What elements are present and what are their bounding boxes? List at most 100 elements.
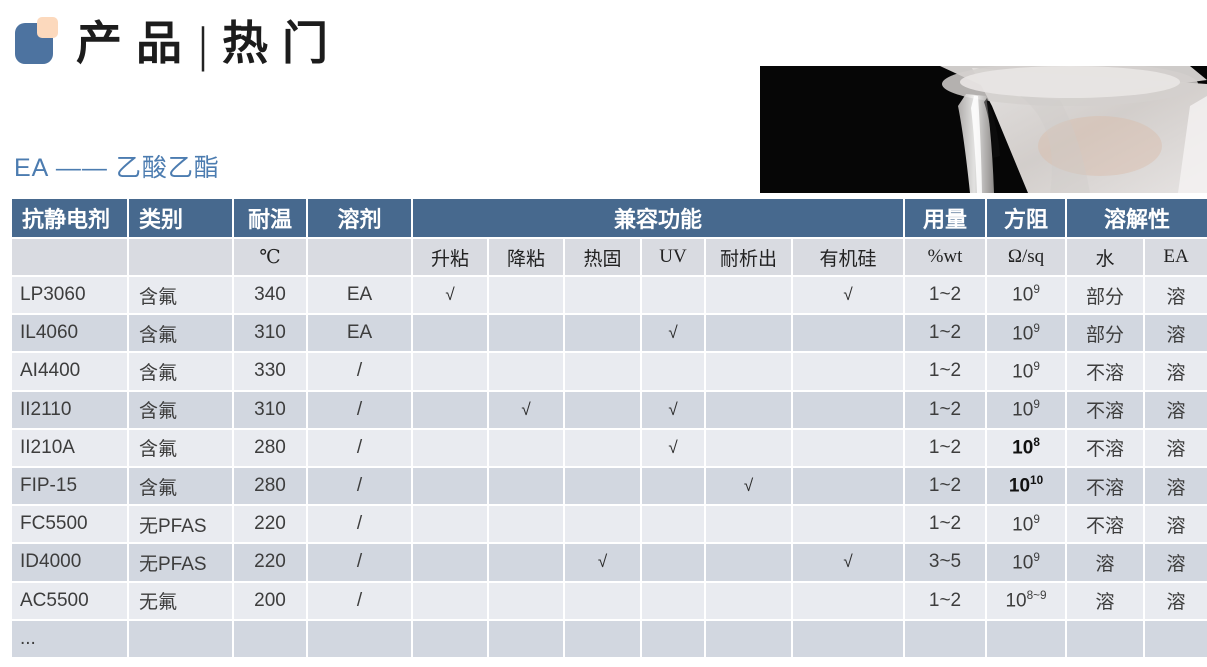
empty-cell — [563, 618, 642, 659]
water-solubility-cell: 部分 — [1065, 274, 1146, 316]
resistance-exponent: 10 — [1030, 474, 1044, 488]
resistance-cell: 1010 — [985, 465, 1068, 507]
compat-cell — [640, 351, 706, 392]
agent-cell: II210A — [10, 427, 129, 468]
compat-cell: √ — [487, 389, 565, 430]
compat-cell — [487, 274, 565, 316]
header-sheet-resistance: 方阻 — [985, 197, 1068, 239]
agent-cell: II2110 — [10, 389, 129, 430]
water-solubility-cell: 溶 — [1065, 542, 1146, 583]
header-antistatic-agent: 抗静电剂 — [10, 197, 129, 239]
ea-solubility-cell: 溶 — [1143, 427, 1207, 468]
category-cell: 无PFAS — [127, 542, 234, 583]
solvent-cell: EA — [306, 313, 413, 354]
subheader-compat-viscosity-up: 升粘 — [411, 237, 489, 277]
category-cell: 含氟 — [127, 389, 234, 430]
header-compatibility-group: 兼容功能 — [410, 197, 906, 239]
resistance-base: 10 — [1005, 590, 1027, 612]
dosage-cell: 1~2 — [903, 580, 988, 621]
empty-cell — [790, 618, 906, 659]
compat-cell — [640, 465, 706, 507]
dosage-cell: 3~5 — [903, 542, 988, 583]
compat-cell — [411, 504, 489, 545]
compat-cell — [563, 274, 642, 316]
resistance-base: 10 — [1012, 361, 1034, 383]
resistance-base: 10 — [1012, 284, 1034, 306]
table-row: AI4400 含氟 330/1~2 109 不溶溶 — [10, 351, 1207, 392]
subheader-empty — [306, 237, 413, 277]
subheader-compat-thermoset: 热固 — [563, 237, 642, 277]
empty-cell — [487, 618, 565, 659]
water-solubility-cell: 不溶 — [1065, 465, 1146, 507]
compat-cell — [411, 580, 489, 621]
compat-cell — [487, 504, 565, 545]
category-cell: 无氟 — [127, 580, 234, 621]
resistance-cell: 109 — [985, 274, 1068, 316]
solvent-cell: / — [306, 427, 413, 468]
compat-cell: √ — [704, 465, 793, 507]
compat-cell: √ — [640, 427, 706, 468]
table-row-ellipsis: ... — [10, 618, 1207, 659]
agent-cell: LP3060 — [10, 274, 129, 316]
empty-cell — [232, 618, 308, 659]
subheader-compat-viscosity-down: 降粘 — [487, 237, 565, 277]
subheader-resistance-unit: Ω/sq — [985, 237, 1068, 277]
empty-cell — [640, 618, 706, 659]
compat-cell: √ — [790, 542, 906, 583]
empty-cell — [127, 618, 234, 659]
resistance-cell: 109 — [985, 504, 1068, 545]
title-hot: 热门 — [222, 18, 343, 69]
compat-cell — [704, 389, 793, 430]
title-divider: | — [198, 16, 209, 72]
resistance-exponent: 9 — [1033, 321, 1040, 335]
empty-cell — [985, 618, 1068, 659]
solvent-cell: / — [306, 389, 413, 430]
solvent-cell: / — [306, 351, 413, 392]
agent-cell: FIP-15 — [10, 465, 129, 507]
dosage-cell: 1~2 — [903, 313, 988, 354]
compat-cell — [640, 274, 706, 316]
resistance-exponent: 8 — [1033, 436, 1040, 450]
resistance-exponent: 8~9 — [1026, 588, 1047, 602]
water-solubility-cell: 不溶 — [1065, 389, 1146, 430]
compat-cell — [411, 542, 489, 583]
compat-cell — [487, 427, 565, 468]
ea-solubility-cell: 溶 — [1143, 351, 1207, 392]
empty-cell — [704, 618, 793, 659]
compat-cell — [704, 542, 793, 583]
ea-solubility-cell: 溶 — [1143, 313, 1207, 354]
table-row: FIP-15 含氟 280/√ 1~2 1010 不溶溶 — [10, 465, 1207, 507]
temp-cell: 220 — [232, 542, 308, 583]
subheader-solubility-water: 水 — [1065, 237, 1146, 277]
subheader-dosage-unit: %wt — [903, 237, 988, 277]
temp-cell: 280 — [232, 427, 308, 468]
ea-solubility-cell: 溶 — [1143, 389, 1207, 430]
resistance-base: 10 — [1012, 552, 1034, 574]
resistance-cell: 109 — [985, 389, 1068, 430]
brand-logo — [15, 17, 61, 66]
compat-cell: √ — [640, 313, 706, 354]
table-row: LP3060 含氟 340 EA √ √ 1~2 109 部分溶 — [10, 274, 1207, 316]
resistance-exponent: 9 — [1033, 359, 1040, 373]
title-products: 产品 — [76, 18, 196, 69]
logo-peach-square-icon — [37, 17, 58, 38]
subheader-solubility-ea: EA — [1143, 237, 1207, 277]
ea-solubility-cell: 溶 — [1143, 465, 1207, 507]
table-row: II210A 含氟 280/√ 1~2 108 不溶溶 — [10, 427, 1207, 468]
resistance-base: 10 — [1012, 322, 1034, 344]
category-cell: 含氟 — [127, 313, 234, 354]
compat-cell — [487, 351, 565, 392]
compat-cell — [640, 580, 706, 621]
ea-solubility-cell: 溶 — [1143, 504, 1207, 545]
compat-cell: √ — [411, 274, 489, 316]
header-category: 类别 — [127, 197, 234, 239]
compat-cell — [563, 580, 642, 621]
dosage-cell: 1~2 — [903, 427, 988, 468]
compat-cell — [790, 389, 906, 430]
table-header-row: 抗静电剂 类别 耐温 溶剂 兼容功能 用量 方阻 溶解性 — [10, 197, 1207, 239]
compat-cell — [790, 580, 906, 621]
resistance-cell: 108~9 — [985, 580, 1068, 621]
compat-cell — [563, 389, 642, 430]
compat-cell — [790, 427, 906, 468]
resistance-base: 10 — [1008, 475, 1031, 497]
